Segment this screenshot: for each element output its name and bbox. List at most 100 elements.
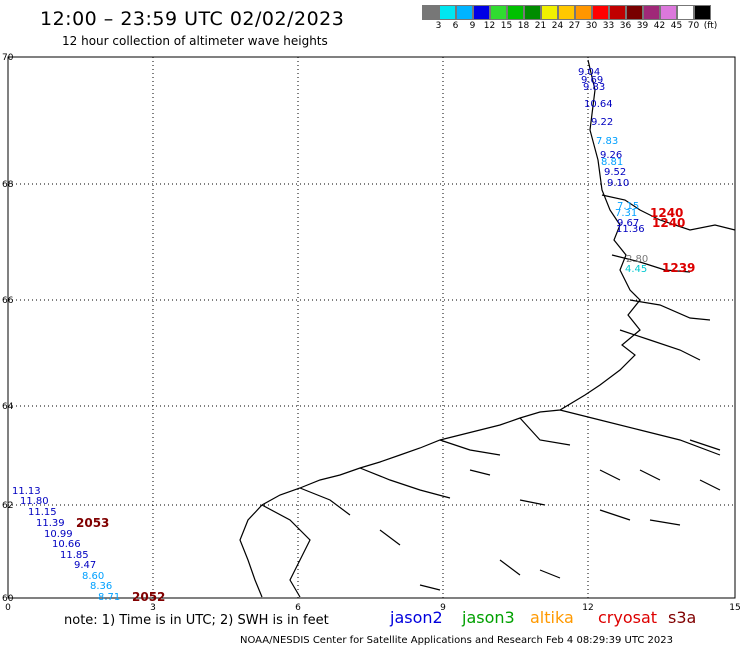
footer-note: note: 1) Time is in UTC; 2) SWH is in fe… bbox=[64, 613, 329, 628]
coastline bbox=[359, 467, 451, 499]
lake-outline bbox=[469, 469, 491, 476]
time-label: 1240 bbox=[652, 216, 685, 230]
lat-tick-label: 64 bbox=[2, 402, 14, 412]
scale-swatch bbox=[694, 5, 711, 20]
lon-tick-label: 9 bbox=[440, 603, 446, 613]
scale-label: 3 bbox=[435, 21, 442, 31]
scale-swatch bbox=[677, 5, 694, 20]
time-label: 2052 bbox=[132, 590, 165, 604]
coastline bbox=[629, 299, 711, 321]
scale-label: 33 bbox=[602, 21, 615, 31]
swh-label: 7.31 bbox=[615, 208, 637, 219]
coastline bbox=[559, 409, 721, 456]
scale-swatch bbox=[473, 5, 490, 20]
swh-label: 9.69 bbox=[581, 75, 603, 86]
legend-item-cryosat: cryosat bbox=[598, 608, 658, 627]
color-scale bbox=[422, 5, 711, 20]
swh-label: 4.45 bbox=[625, 264, 647, 275]
scale-label: 6 bbox=[452, 21, 459, 31]
swh-label: 9.52 bbox=[604, 167, 626, 178]
lat-tick-label: 60 bbox=[2, 594, 14, 604]
scale-swatch bbox=[507, 5, 524, 20]
lake-outline bbox=[639, 469, 661, 481]
scale-swatch bbox=[609, 5, 626, 20]
lake-outline bbox=[499, 559, 521, 576]
swh-label: 11.39 bbox=[36, 518, 65, 529]
swh-label: 8.71 bbox=[98, 592, 120, 603]
time-label: 1240 bbox=[650, 206, 683, 220]
lake-outline bbox=[539, 569, 561, 579]
lake-outline bbox=[699, 479, 721, 491]
coastline bbox=[601, 194, 736, 231]
swh-label: 11.36 bbox=[616, 224, 645, 235]
swh-label: 10.66 bbox=[52, 539, 81, 550]
scale-swatch bbox=[422, 5, 439, 20]
scale-swatch bbox=[592, 5, 609, 20]
lake-outline bbox=[519, 499, 546, 506]
coastline bbox=[611, 254, 691, 273]
swh-label: 2.80 bbox=[626, 254, 648, 265]
lake-outline bbox=[599, 469, 621, 481]
legend-item-jason3: jason3 bbox=[462, 608, 515, 627]
scale-swatch bbox=[524, 5, 541, 20]
swh-label: 8.81 bbox=[601, 157, 623, 168]
swh-label: 9.47 bbox=[74, 560, 96, 571]
lat-tick-label: 62 bbox=[2, 501, 13, 511]
swh-label: 7.15 bbox=[617, 201, 639, 212]
credit-line: NOAA/NESDIS Center for Satellite Applica… bbox=[240, 635, 673, 646]
scale-swatch bbox=[575, 5, 592, 20]
scale-label: 18 bbox=[517, 21, 530, 31]
lake-outline bbox=[419, 584, 441, 591]
scale-label: (ft) bbox=[703, 21, 718, 31]
swh-label: 10.99 bbox=[44, 529, 73, 540]
swh-label: 9.22 bbox=[591, 117, 613, 128]
scale-swatch bbox=[439, 5, 456, 20]
time-label: 1239 bbox=[662, 261, 695, 275]
swh-label: 9.26 bbox=[600, 150, 622, 161]
lon-tick-label: 15 bbox=[729, 603, 740, 613]
scale-swatch bbox=[626, 5, 643, 20]
map-frame bbox=[7, 56, 736, 599]
page-subtitle: 12 hour collection of altimeter wave hei… bbox=[62, 34, 328, 48]
swh-label: 9.83 bbox=[583, 82, 605, 93]
scale-label: 15 bbox=[500, 21, 513, 31]
swh-label: 10.64 bbox=[584, 99, 613, 110]
lat-tick-label: 70 bbox=[2, 53, 14, 63]
lon-tick-label: 3 bbox=[150, 603, 156, 613]
scale-label: 36 bbox=[619, 21, 632, 31]
swh-label: 11.80 bbox=[20, 496, 49, 507]
swh-label: 8.36 bbox=[90, 581, 112, 592]
coastline bbox=[619, 329, 701, 361]
scale-label: 12 bbox=[483, 21, 496, 31]
lon-tick-label: 12 bbox=[582, 603, 593, 613]
scale-label: 27 bbox=[568, 21, 581, 31]
scale-label: 45 bbox=[670, 21, 683, 31]
scale-swatch bbox=[456, 5, 473, 20]
lake-outline bbox=[379, 529, 401, 546]
swh-label: 11.13 bbox=[12, 486, 41, 497]
scale-label: 30 bbox=[585, 21, 598, 31]
scale-label: 42 bbox=[653, 21, 666, 31]
coastline bbox=[239, 59, 641, 598]
legend-item-s3a: s3a bbox=[668, 608, 697, 627]
legend-item-jason2: jason2 bbox=[390, 608, 443, 627]
swh-label: 11.85 bbox=[60, 550, 89, 561]
scale-label: 24 bbox=[551, 21, 564, 31]
swh-label: 8.60 bbox=[82, 571, 104, 582]
swh-label: 7.83 bbox=[596, 136, 618, 147]
scale-label: 39 bbox=[636, 21, 649, 31]
swh-label: 9.04 bbox=[578, 67, 600, 78]
scale-swatch bbox=[643, 5, 660, 20]
page-title: 12:00 – 23:59 UTC 02/02/2023 bbox=[40, 8, 345, 30]
swh-label: 11.15 bbox=[28, 507, 57, 518]
lake-outline bbox=[599, 509, 631, 521]
coastline bbox=[519, 417, 571, 446]
scale-swatch bbox=[490, 5, 507, 20]
lon-tick-label: 0 bbox=[5, 603, 11, 613]
lake-outline bbox=[649, 519, 681, 526]
scale-label: 70 bbox=[687, 21, 700, 31]
time-label: 2053 bbox=[76, 516, 109, 530]
swh-label: 9.10 bbox=[607, 178, 629, 189]
scale-swatch bbox=[660, 5, 677, 20]
